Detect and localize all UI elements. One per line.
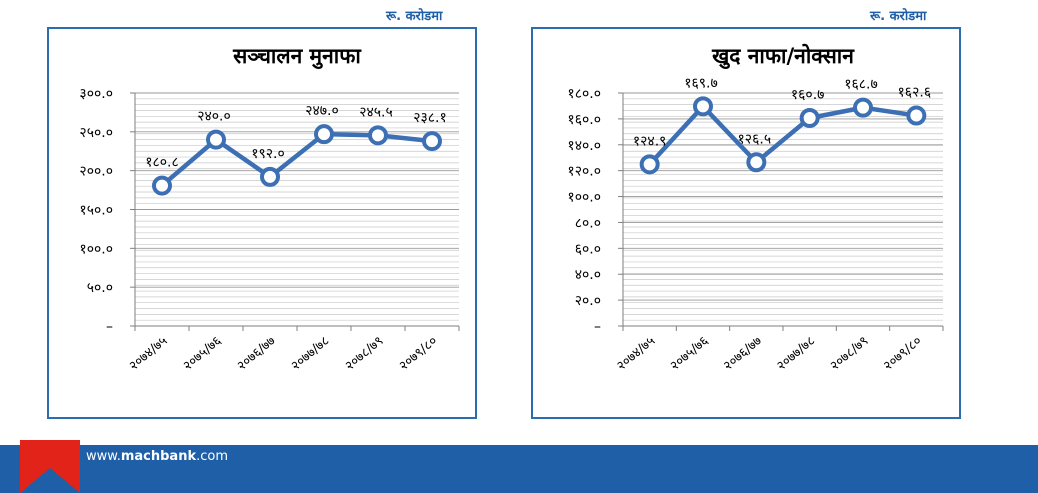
site-suffix: .com xyxy=(196,449,229,464)
data-point xyxy=(260,166,280,187)
data-point xyxy=(314,124,334,145)
y-tick-label: १८०.० xyxy=(567,86,601,102)
y-tick-label: ६०.० xyxy=(575,241,601,257)
data-point xyxy=(639,154,660,175)
x-tick-label: २०७७/७८ xyxy=(774,333,818,374)
data-label: १९२.० xyxy=(251,146,285,162)
data-label: १२४.९ xyxy=(633,133,667,149)
y-tick-label: २५०.० xyxy=(79,125,113,141)
y-tick-label: ८०.० xyxy=(575,215,601,231)
chart-title: खुद नाफा/नोक्सान xyxy=(711,43,855,70)
unit-label-left: रू. करोडमा xyxy=(386,9,443,24)
series-line xyxy=(648,104,917,166)
x-tick-label: २०७४/७५ xyxy=(126,333,170,374)
chart-title: सञ्चालन मुनाफा xyxy=(232,44,362,70)
data-point xyxy=(746,152,767,173)
x-tick-label: २०७६/७७ xyxy=(721,333,765,374)
y-tick-label: १००.० xyxy=(79,241,113,257)
data-label: १२६.५ xyxy=(738,131,772,147)
y-tick-label: – xyxy=(594,319,601,335)
data-label: २४७.० xyxy=(305,103,339,119)
site-brand: machbank xyxy=(120,449,197,464)
y-tick-label: १५०.० xyxy=(79,203,113,219)
y-tick-label: १४०.० xyxy=(567,138,601,154)
y-tick-label: २००.० xyxy=(79,164,113,180)
x-tick-label: २०७९/८० xyxy=(396,334,440,374)
data-point xyxy=(206,129,226,150)
data-label: १६२.६ xyxy=(898,85,932,101)
data-point xyxy=(422,131,442,152)
chart-panel-operating-profit: सञ्चालन मुनाफा – ५०.० १००.० १५०.० २००.० २५०.० ३… xyxy=(47,27,477,419)
chart-net-profit: खुद नाफा/नोक्सान – २०.० ४०.० ६०.० ८०.० १००.० १२… xyxy=(567,43,944,374)
y-tick-label: ३००.० xyxy=(79,86,113,102)
y-tick-label: ५०.० xyxy=(87,280,113,296)
data-label: १८०.८ xyxy=(145,155,179,171)
x-tick-label: २०७७/७८ xyxy=(288,333,332,374)
data-label: २३८.१ xyxy=(413,110,447,126)
x-tick-label: २०७६/७७ xyxy=(234,333,278,374)
data-label: १६९.७ xyxy=(684,75,718,91)
unit-label-right: रू. करोडमा xyxy=(870,9,927,24)
data-point xyxy=(906,105,927,126)
data-label: १६८.७ xyxy=(844,77,878,93)
y-tick-label: ४०.० xyxy=(575,267,601,283)
data-label: २४५.५ xyxy=(359,104,393,120)
chart-operating-profit: सञ्चालन मुनाफा – ५०.० १००.० १५०.० २००.० २५०.० ३… xyxy=(79,44,460,374)
data-point xyxy=(853,97,873,118)
data-label: २४०.० xyxy=(197,109,231,125)
website-link[interactable]: www.machbank.com xyxy=(86,449,228,464)
x-tick-label: २०७९/८० xyxy=(881,334,925,374)
data-label: १६०.७ xyxy=(791,87,825,103)
data-point xyxy=(693,96,713,117)
machbank-logo-icon xyxy=(20,440,80,493)
data-point xyxy=(368,125,388,146)
x-tick-label: २०७८/७९ xyxy=(342,334,386,374)
data-point xyxy=(152,175,172,196)
y-tick-label: १२०.० xyxy=(567,164,601,180)
y-tick-label: – xyxy=(106,319,113,335)
footer-bar xyxy=(0,445,1038,493)
x-tick-label: २०७५/७६ xyxy=(180,333,224,374)
chart-panel-net-profit: खुद नाफा/नोक्सान – २०.० ४०.० ६०.० ८०.० १००.० १२… xyxy=(531,27,961,419)
x-tick-label: २०७४/७५ xyxy=(614,333,658,374)
y-tick-label: २०.० xyxy=(575,293,601,309)
x-tick-label: २०७८/७९ xyxy=(827,334,871,374)
series-line xyxy=(160,131,433,188)
y-tick-label: १००.० xyxy=(567,190,601,206)
y-tick-label: १६०.० xyxy=(567,112,601,128)
x-tick-label: २०७५/७६ xyxy=(667,333,711,374)
site-prefix: www. xyxy=(86,449,121,464)
data-point xyxy=(799,107,820,128)
